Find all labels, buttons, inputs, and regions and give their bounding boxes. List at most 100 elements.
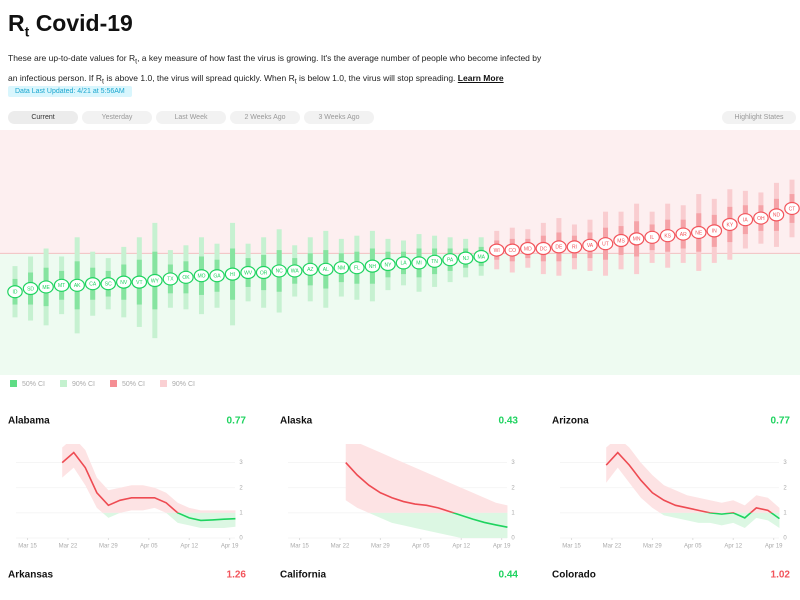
state-dot [784, 201, 800, 216]
legend-label: 90% CI [172, 381, 195, 388]
x-tick-label: Mar 29 [643, 544, 662, 550]
ci-band-above [62, 444, 236, 513]
title-main: R [8, 10, 25, 36]
state-label: VT [136, 280, 142, 286]
updated-badge: Data Last Updated: 4/21 at 5:56AM [8, 86, 132, 97]
state-label: MT [58, 283, 65, 289]
desc-text: is below 1.0, the virus will stop spread… [296, 72, 456, 83]
legend-swatch [110, 380, 117, 387]
legend-swatch [60, 380, 67, 387]
state-label: SC [105, 282, 112, 288]
state-dot [426, 254, 443, 268]
x-tick-label: Apr 19 [493, 544, 511, 550]
state-label: WI [494, 248, 500, 254]
state-label: PA [447, 258, 454, 264]
state-label: AK [74, 283, 81, 289]
x-tick-label: Apr 12 [452, 544, 470, 550]
state-label: HI [230, 272, 235, 278]
rt-line-above [61, 451, 180, 513]
state-dot [209, 269, 225, 283]
state-dot [768, 208, 785, 222]
tab[interactable]: Last Week [156, 111, 226, 124]
highlight-button[interactable]: Highlight States [722, 111, 796, 124]
state-dot [22, 281, 39, 296]
state-dot [115, 275, 132, 289]
state-dot [178, 270, 194, 284]
state-label: OH [757, 216, 765, 222]
state-dot [224, 267, 241, 281]
learn-more-link[interactable]: Learn More [457, 72, 504, 83]
state-rt-value: 0.77 [771, 416, 791, 427]
state-label: NV [120, 280, 128, 286]
state-dot [364, 259, 381, 273]
state-label: AL [323, 267, 329, 273]
rt-line-below [450, 512, 508, 528]
x-tick-label: Apr 05 [412, 544, 430, 550]
tab[interactable]: 2 Weeks Ago [230, 111, 300, 124]
state-dot [520, 241, 536, 256]
state-title: Alabama [8, 416, 50, 427]
state-label: IN [712, 229, 717, 235]
x-tick-label: Mar 29 [99, 544, 118, 550]
state-label: VA [587, 243, 594, 249]
state-label: SD [27, 286, 34, 292]
state-dot [551, 240, 567, 254]
legend-swatch [10, 380, 17, 387]
state-label: TX [167, 277, 174, 283]
legend-label: 50% CI [22, 381, 45, 388]
legend-swatch [160, 380, 167, 387]
tab[interactable]: 3 Weeks Ago [304, 111, 374, 124]
title-sub: t [24, 23, 30, 40]
y-tick-label: 2 [511, 485, 515, 491]
state-label: MA [477, 254, 485, 260]
state-dot [597, 237, 614, 251]
x-tick-label: Apr 05 [684, 544, 702, 550]
state-dot [442, 253, 458, 267]
ci-band-above [606, 444, 780, 513]
desc-sub: t [135, 57, 138, 66]
state-title: Colorado [552, 570, 596, 581]
state-label: MN [633, 237, 641, 243]
state-rt-value: 0.77 [227, 416, 247, 427]
state-label: DE [555, 245, 563, 251]
state-rt-value: 1.02 [771, 570, 791, 581]
state-title: Alaska [280, 416, 313, 427]
rt-line-above [345, 462, 457, 513]
state-label: RI [572, 245, 577, 251]
tab[interactable]: Yesterday [82, 111, 152, 124]
below-zone [0, 253, 800, 375]
state-label: MD [524, 246, 532, 252]
state-dot [100, 277, 117, 291]
state-label: AR [680, 232, 687, 238]
legend-label: 90% CI [72, 381, 95, 388]
desc-text: , a key measure of how fast the virus is… [8, 53, 542, 83]
state-label: MI [416, 261, 422, 267]
description: These are up-to-date values for Rt, a ke… [8, 50, 548, 89]
legend-label: 50% CI [122, 381, 145, 388]
state-label: ND [773, 213, 781, 219]
state-dot [473, 249, 489, 264]
state-label: NY [384, 262, 392, 268]
state-label: MS [617, 238, 625, 244]
state-dot [131, 275, 148, 289]
state-label: IA [743, 218, 748, 224]
y-tick-label: 3 [783, 460, 787, 466]
desc-text: These are up-to-date values for R [8, 53, 136, 63]
page-title: Rt Covid-19 [8, 10, 133, 40]
state-label: NE [695, 230, 703, 236]
ci-band-below [102, 512, 236, 528]
y-tick-label: 3 [511, 460, 515, 466]
x-tick-label: Mar 22 [331, 544, 350, 550]
state-dot [644, 230, 660, 244]
state-dot [380, 257, 396, 272]
rt-line-below [176, 512, 236, 522]
state-rt-value: 1.26 [227, 570, 247, 581]
state-dot [706, 224, 723, 238]
state-label: CT [789, 206, 796, 212]
state-dot [628, 232, 645, 246]
tab[interactable]: Current [8, 111, 78, 124]
rt-line-below [706, 512, 780, 520]
state-label: WV [244, 270, 253, 276]
state-dot [147, 273, 163, 288]
